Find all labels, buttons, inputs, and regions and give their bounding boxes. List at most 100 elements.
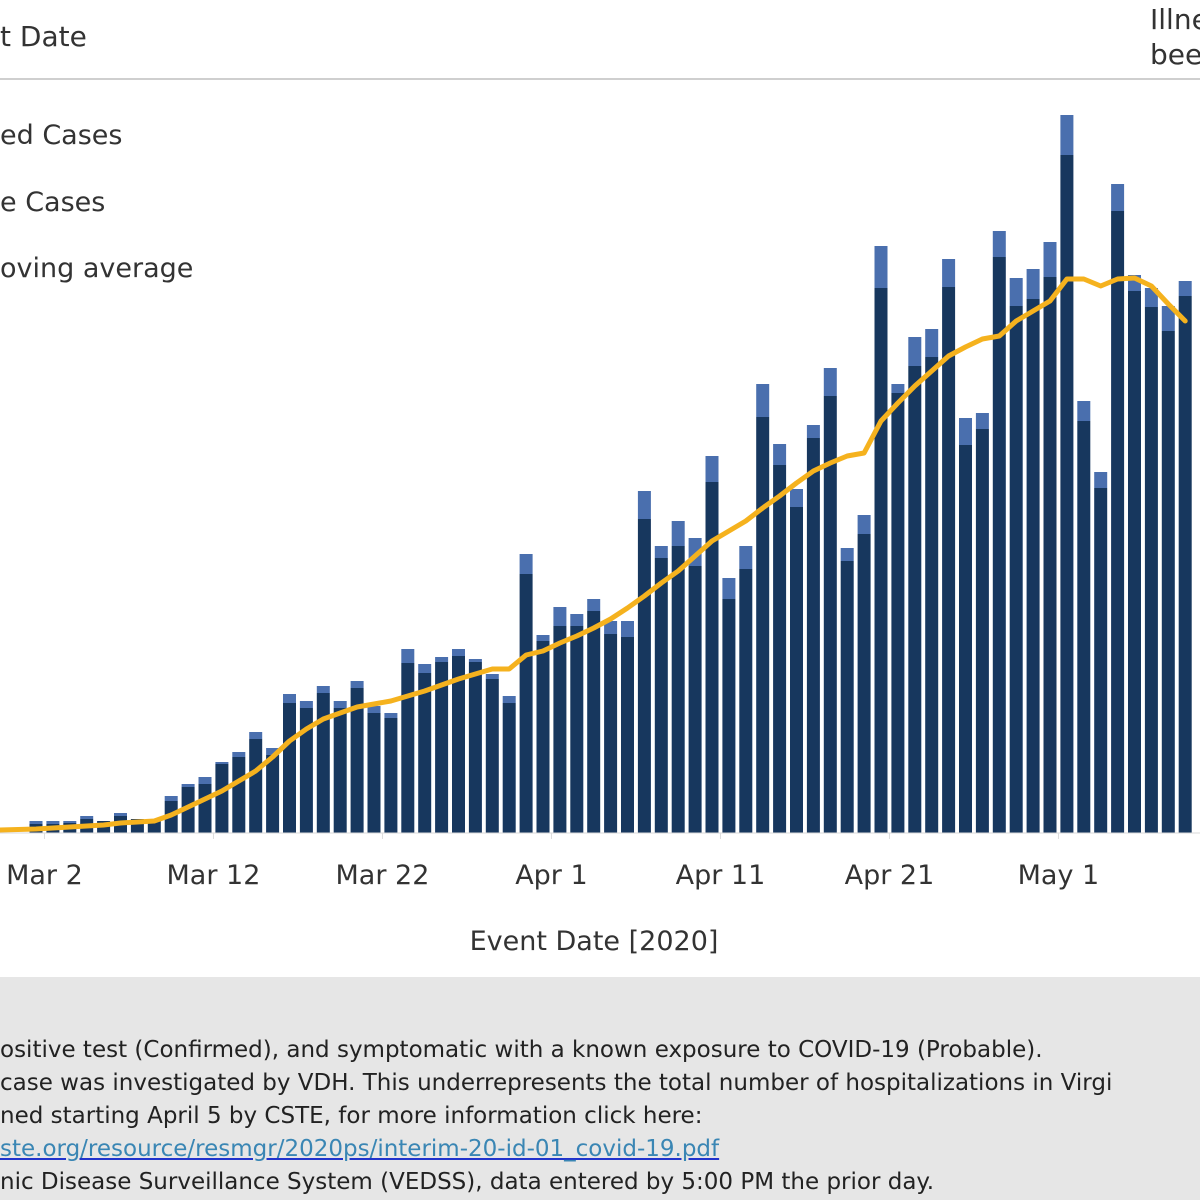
bar-probable (840, 548, 854, 561)
bar-confirmed (1043, 277, 1057, 833)
bar-probable (452, 649, 465, 656)
bar-probable (384, 713, 398, 718)
bar-probable (925, 329, 939, 357)
bar-probable (1060, 115, 1074, 155)
header-note-line: bee (1150, 38, 1200, 71)
bar-probable (29, 821, 43, 824)
x-tick-label: Mar 22 (336, 860, 430, 891)
bar-confirmed (891, 393, 905, 833)
bar-confirmed (553, 626, 567, 833)
bar-probable (823, 368, 837, 396)
bar-confirmed (215, 764, 229, 833)
bar-confirmed (840, 561, 854, 833)
bar-confirmed (485, 679, 499, 833)
bar-probable (908, 337, 922, 366)
bar-confirmed (1178, 296, 1192, 833)
bar-probable (959, 418, 972, 445)
bar-probable (604, 621, 618, 634)
bar-probable (164, 796, 178, 801)
bar-confirmed (823, 396, 837, 833)
bar-confirmed (333, 708, 347, 833)
bar-confirmed (1026, 299, 1040, 833)
bar-confirmed (587, 611, 601, 833)
bar-confirmed (198, 784, 212, 833)
bar-probable (80, 816, 94, 819)
bar-confirmed (908, 366, 922, 833)
bar-probable (553, 607, 567, 626)
bar-confirmed (181, 787, 195, 833)
bar-probable (316, 686, 330, 693)
bar-confirmed (502, 703, 516, 833)
bar-probable (654, 546, 668, 558)
bar-probable (114, 813, 127, 816)
bar-confirmed (367, 713, 381, 833)
legend-confirmed: ed Cases (0, 120, 123, 151)
bar-confirmed (790, 507, 803, 833)
x-tick-label: Apr 11 (676, 860, 766, 891)
bar-probable (739, 546, 753, 569)
bar-confirmed (857, 534, 871, 833)
bar-confirmed (418, 673, 432, 833)
header-note-line: Illne (1150, 3, 1200, 36)
bar-probable (1009, 278, 1023, 306)
bar-probable (1077, 401, 1091, 421)
bar-confirmed (739, 569, 753, 833)
bar-probable (46, 821, 60, 824)
bar-confirmed (975, 429, 989, 833)
bar-probable (857, 515, 871, 534)
bar-probable (942, 259, 956, 287)
bar-probable (773, 444, 787, 465)
bar-confirmed (942, 287, 956, 833)
bar-confirmed (925, 357, 939, 833)
footnote-line: ned starting April 5 by CSTE, for more i… (0, 1103, 703, 1129)
cste-guidance-link[interactable]: ste.org/resource/resmgr/2020ps/interim-2… (0, 1136, 720, 1162)
bar-confirmed (401, 663, 415, 833)
bar-confirmed (249, 739, 263, 833)
bar-confirmed (519, 574, 533, 833)
bar-probable (333, 701, 347, 708)
bar-confirmed (1111, 211, 1125, 833)
bar-probable (722, 578, 736, 599)
footnotes-panel: ositive test (Confirmed), and symptomati… (0, 977, 1200, 1200)
bar-confirmed (232, 757, 246, 833)
bar-probable (401, 649, 415, 663)
bar-probable (790, 489, 803, 507)
x-axis-label: Event Date [2020] (470, 926, 719, 957)
bar-probable (468, 659, 482, 662)
bar-confirmed (384, 718, 398, 833)
bar-confirmed (705, 482, 719, 833)
bar-probable (1026, 269, 1040, 299)
bar-confirmed (1094, 488, 1108, 833)
bar-probable (299, 701, 313, 708)
bar-probable (536, 635, 550, 641)
bar-confirmed (671, 546, 685, 833)
bar-probable (1161, 306, 1175, 331)
bar-probable (1111, 184, 1125, 211)
x-tick-label: Apr 21 (845, 860, 935, 891)
x-tick-label: May 1 (1018, 860, 1100, 891)
header-note: Illne bee (1150, 2, 1200, 72)
bar-probable (1178, 281, 1192, 296)
bar-probable (891, 384, 905, 393)
bar-probable (621, 621, 634, 637)
header-divider (0, 78, 1200, 80)
bar-probable (283, 694, 296, 703)
x-tick-label: Apr 1 (515, 860, 587, 891)
bar-probable (705, 456, 719, 482)
bar-probable (485, 674, 499, 679)
bar-probable (198, 777, 212, 784)
bar-confirmed (992, 257, 1006, 833)
bar-confirmed (1128, 291, 1141, 833)
bar-probable (232, 752, 246, 757)
bar-confirmed (468, 662, 482, 833)
x-tick-label: Mar 12 (167, 860, 261, 891)
footnote-line: nic Disease Surveillance System (VEDSS),… (0, 1169, 935, 1195)
bar-confirmed (1144, 307, 1158, 833)
bar-confirmed (654, 558, 668, 833)
bar-confirmed (959, 445, 972, 833)
bar-confirmed (1077, 421, 1091, 833)
bar-confirmed (621, 637, 634, 833)
bar-confirmed (452, 656, 465, 833)
bar-probable (215, 762, 229, 764)
